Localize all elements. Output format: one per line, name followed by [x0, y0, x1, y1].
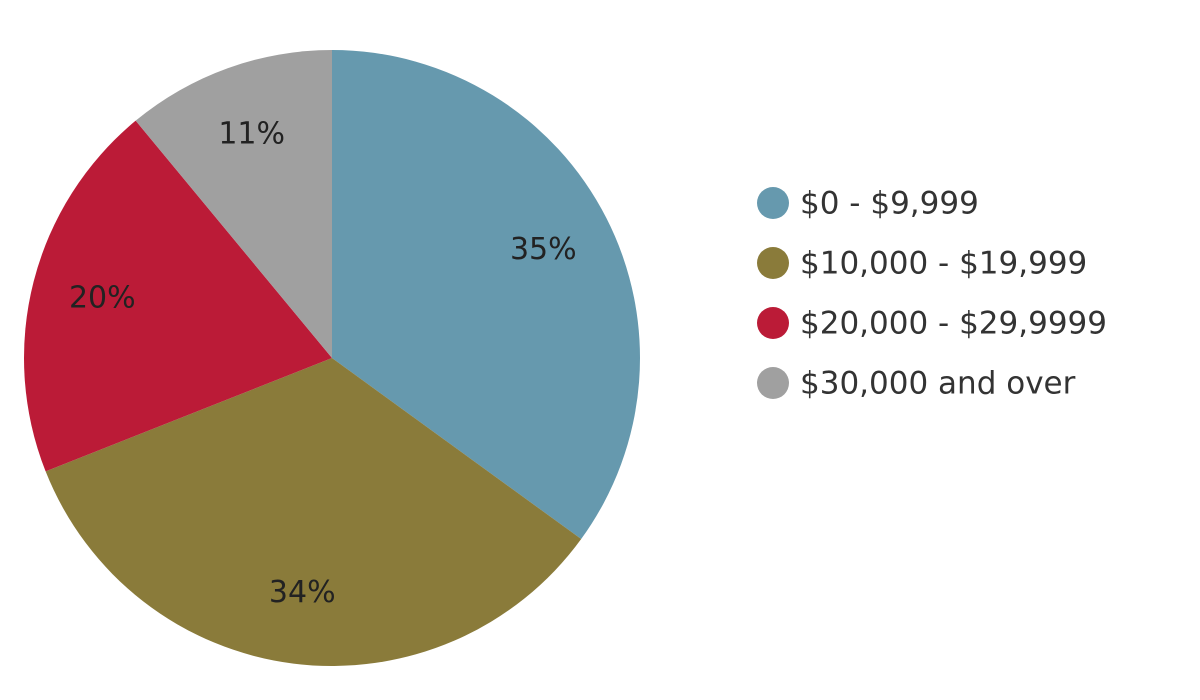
data-label: 11% [218, 116, 285, 151]
legend-marker [757, 247, 789, 279]
legend-entry: $10,000 - $19,999 [800, 246, 1087, 282]
data-label: 34% [269, 575, 336, 610]
legend-entry: $0 - $9,999 [800, 186, 979, 222]
legend-marker [757, 187, 789, 219]
pie-slice [45, 358, 582, 667]
pie-slice [332, 50, 641, 540]
pie-slice [135, 50, 332, 358]
data-label: 35% [510, 232, 577, 267]
pie-slice [24, 120, 333, 472]
legend-marker [757, 367, 789, 399]
legend-entry: $20,000 - $29,9999 [800, 306, 1107, 342]
legend-entry: $30,000 and over [800, 366, 1076, 402]
legend-marker [757, 307, 789, 339]
data-label: 20% [69, 281, 136, 316]
